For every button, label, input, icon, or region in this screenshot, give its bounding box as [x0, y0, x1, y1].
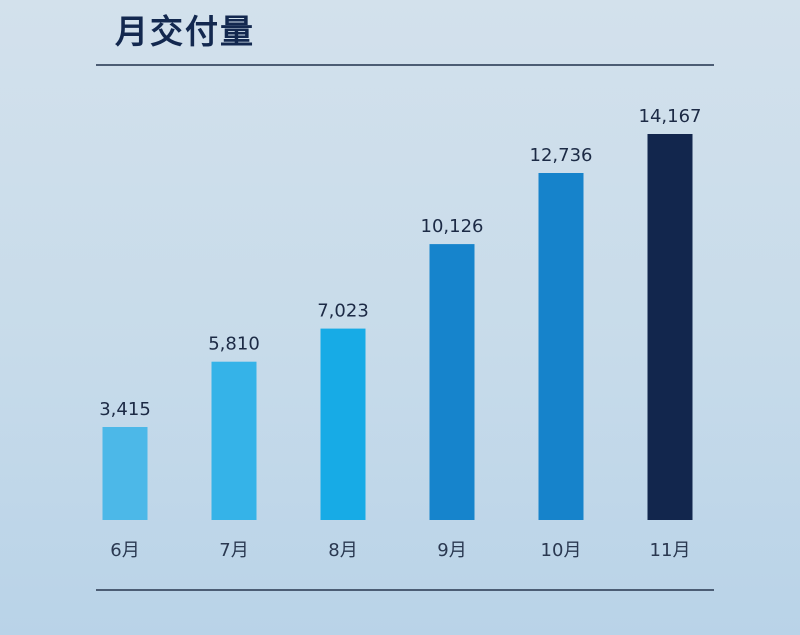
- bar-value-label-6: 14,167: [639, 106, 702, 127]
- x-tick-label-3: 8月: [328, 540, 357, 561]
- x-tick-label-6: 11月: [650, 540, 691, 561]
- bar-value-label-5: 12,736: [530, 145, 593, 166]
- bar-2: [211, 361, 257, 520]
- x-tick-label-5: 10月: [541, 540, 582, 561]
- chart-title: 月交付量: [115, 12, 255, 51]
- bar-value-label-2: 5,810: [208, 334, 260, 355]
- x-tick-label-1: 6月: [110, 540, 139, 561]
- bar-6: [647, 134, 693, 520]
- bar-3: [320, 328, 366, 520]
- bar-5: [538, 173, 584, 520]
- bar-4: [429, 244, 475, 520]
- x-tick-label-2: 7月: [219, 540, 248, 561]
- title-divider: [96, 64, 714, 66]
- x-tick-label-4: 9月: [437, 540, 466, 561]
- bar-1: [102, 427, 148, 520]
- bar-value-label-4: 10,126: [421, 216, 484, 237]
- bottom-divider: [96, 589, 714, 591]
- bar-value-label-1: 3,415: [99, 399, 151, 420]
- bar-value-label-3: 7,023: [317, 301, 369, 322]
